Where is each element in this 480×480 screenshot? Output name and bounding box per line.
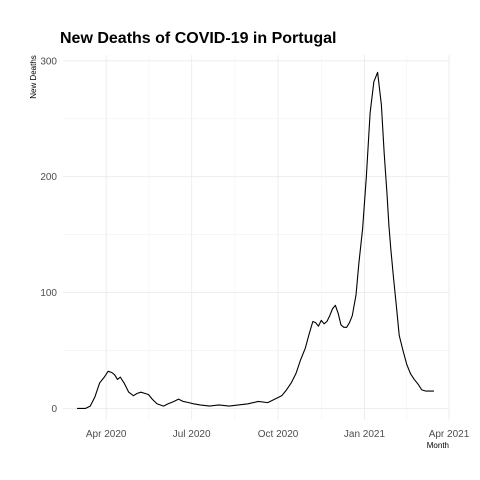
x-tick-label: Oct 2020 [258, 429, 299, 440]
y-tick-label: 300 [40, 56, 57, 67]
chart-title: New Deaths of COVID-19 in Portugal [60, 30, 336, 47]
y-axis-label: New Deaths [29, 55, 38, 99]
series-line [77, 71, 434, 409]
plot-area: 0 100 200 300 Apr 2020 Jul 2020 Oct 2020 Jan 20… [40, 55, 470, 440]
y-tick-label: 200 [40, 172, 57, 183]
x-tick-label: Apr 2021 [429, 429, 470, 440]
x-tick-label: Jul 2020 [173, 429, 211, 440]
y-tick-label: 0 [51, 404, 57, 415]
y-tick-label: 100 [40, 288, 57, 299]
x-tick-label: Apr 2020 [86, 429, 127, 440]
x-tick-label: Jan 2021 [344, 429, 386, 440]
x-axis-label: Month [427, 441, 449, 450]
